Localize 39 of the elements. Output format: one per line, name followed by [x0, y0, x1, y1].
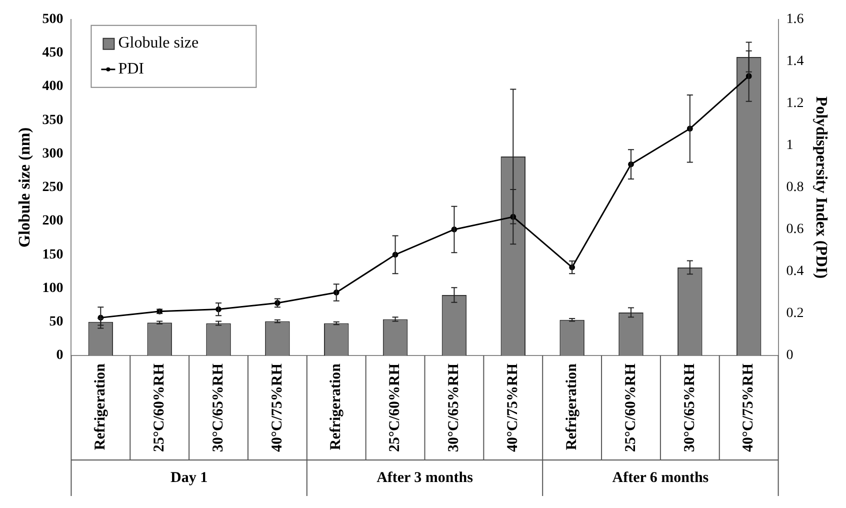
- y2-tick-label: 0.4: [786, 264, 804, 280]
- x-tick-label: 30°C/65%RH: [210, 363, 226, 452]
- y-tick-label: 450: [42, 46, 64, 61]
- y2-tick-label: 1.6: [786, 12, 804, 28]
- text: After 6 months: [612, 470, 709, 486]
- y2-axis-title: Polydispersity Index (PDI): [812, 96, 830, 279]
- x-tick-label: 40°C/75%RH: [269, 363, 286, 452]
- x-tick-label: 40°C/75%RH: [740, 363, 757, 452]
- x-tick-label: Refrigeration: [92, 362, 109, 450]
- x-tick-label: 30°C/65%RH: [446, 363, 462, 452]
- y-tick-label: 500: [42, 12, 64, 28]
- y-tick-label: 400: [42, 79, 64, 94]
- y-tick-label: 250: [42, 180, 64, 196]
- y-axis-title: Globule size (nm): [16, 127, 34, 248]
- x-tick-label: 40°C/75%RH: [505, 363, 522, 452]
- y-tick-label: 50: [49, 314, 64, 330]
- y2-tick-label: 0.2: [786, 306, 804, 322]
- legend-label: Globule size: [118, 34, 199, 52]
- text: Day 1: [170, 470, 208, 486]
- x-tick-label: 30°C/65%RH: [682, 363, 698, 452]
- y-tick-label: 0: [56, 348, 64, 364]
- y-tick-label: 150: [42, 247, 64, 262]
- x-tick-label: Refrigeration: [328, 362, 344, 450]
- y-tick-label: 200: [42, 214, 64, 229]
- y2-tick-label: 1: [786, 138, 794, 154]
- y2-tick-label: 1.4: [786, 54, 804, 70]
- y-tick-label: 100: [42, 280, 64, 296]
- y2-tick-label: 0.8: [786, 180, 804, 196]
- y2-tick-label: 0.6: [786, 222, 804, 238]
- x-tick-label: 25°C/60%RH: [387, 363, 404, 452]
- y2-tick-label: 1.2: [786, 96, 804, 112]
- y-tick-label: 350: [42, 112, 64, 128]
- text: After 3 months: [376, 470, 474, 486]
- x-tick-label: Refrigeration: [564, 362, 580, 450]
- legend-label: PDI: [118, 60, 144, 78]
- y2-tick-label: 0: [786, 348, 794, 364]
- x-tick-label: 25°C/60%RH: [622, 363, 639, 452]
- y-tick-label: 300: [42, 146, 64, 162]
- x-tick-label: 25°C/60%RH: [151, 363, 168, 452]
